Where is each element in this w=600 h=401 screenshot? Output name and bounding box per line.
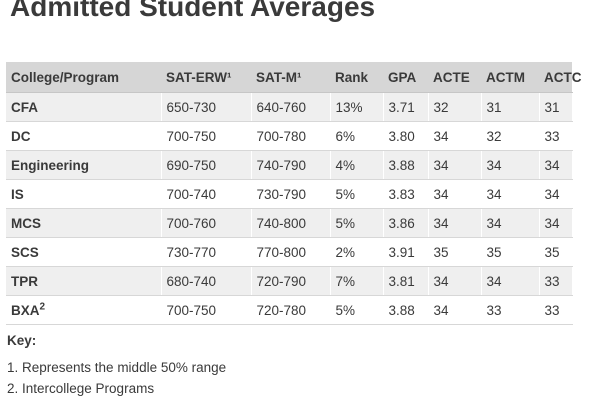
actc-cell: 34 bbox=[539, 179, 573, 209]
rank-cell: 13% bbox=[330, 92, 384, 122]
admitted-averages-table: College/Program SAT-ERW¹ SAT-M¹ Rank GPA… bbox=[6, 62, 582, 325]
actc-cell: 33 bbox=[539, 121, 573, 151]
table-row: BXA2 700-750 720-780 5% 3.88 34 33 33 bbox=[6, 295, 573, 325]
gpa-cell: 3.81 bbox=[383, 266, 429, 296]
table-row: SCS 730-770 770-800 2% 3.91 35 35 35 bbox=[6, 237, 573, 267]
sat-m-cell: 720-790 bbox=[251, 266, 331, 296]
column-header: ACTC bbox=[539, 62, 582, 93]
table-row: IS 700-740 730-790 5% 3.83 34 34 34 bbox=[6, 179, 573, 209]
sat-m-cell: 640-760 bbox=[251, 92, 331, 122]
actm-cell: 34 bbox=[481, 266, 540, 296]
acte-cell: 35 bbox=[428, 237, 482, 267]
rank-cell: 5% bbox=[330, 179, 384, 209]
page-title: Admitted Student Averages bbox=[10, 0, 376, 22]
key-title: Key: bbox=[7, 333, 37, 348]
acte-cell: 32 bbox=[428, 92, 482, 122]
actm-cell: 35 bbox=[481, 237, 540, 267]
sat-erw-cell: 700-740 bbox=[161, 179, 252, 209]
actm-cell: 31 bbox=[481, 92, 540, 122]
acte-cell: 34 bbox=[428, 179, 482, 209]
table-row: MCS 700-760 740-800 5% 3.86 34 34 34 bbox=[6, 208, 573, 238]
acte-cell: 34 bbox=[428, 208, 482, 238]
column-header: SAT-M¹ bbox=[251, 62, 330, 93]
program-name: DC bbox=[11, 128, 31, 144]
program-cell: IS bbox=[6, 179, 162, 209]
table-row: CFA 650-730 640-760 13% 3.71 32 31 31 bbox=[6, 92, 573, 122]
sat-m-cell: 740-800 bbox=[251, 208, 331, 238]
program-name: CFA bbox=[11, 99, 38, 115]
sat-m-cell: 730-790 bbox=[251, 179, 331, 209]
column-header: College/Program bbox=[6, 62, 161, 93]
actc-cell: 33 bbox=[539, 295, 573, 325]
sat-erw-cell: 730-770 bbox=[161, 237, 252, 267]
sat-m-cell: 740-790 bbox=[251, 150, 331, 180]
acte-cell: 34 bbox=[428, 121, 482, 151]
gpa-cell: 3.71 bbox=[383, 92, 429, 122]
sat-erw-cell: 650-730 bbox=[161, 92, 252, 122]
acte-cell: 34 bbox=[428, 150, 482, 180]
program-name: SCS bbox=[11, 244, 39, 260]
actc-cell: 34 bbox=[539, 208, 573, 238]
program-cell: MCS bbox=[6, 208, 162, 238]
actc-cell: 35 bbox=[539, 237, 573, 267]
gpa-cell: 3.86 bbox=[383, 208, 429, 238]
program-cell: CFA bbox=[6, 92, 162, 122]
gpa-cell: 3.80 bbox=[383, 121, 429, 151]
program-cell: TPR bbox=[6, 266, 162, 296]
actm-cell: 34 bbox=[481, 150, 540, 180]
program-name: Engineering bbox=[11, 157, 90, 173]
sat-m-cell: 770-800 bbox=[251, 237, 331, 267]
program-cell: Engineering bbox=[6, 150, 162, 180]
actc-cell: 34 bbox=[539, 150, 573, 180]
sat-erw-cell: 700-760 bbox=[161, 208, 252, 238]
rank-cell: 7% bbox=[330, 266, 384, 296]
gpa-cell: 3.91 bbox=[383, 237, 429, 267]
rank-cell: 2% bbox=[330, 237, 384, 267]
program-cell: DC bbox=[6, 121, 162, 151]
rank-cell: 5% bbox=[330, 208, 384, 238]
column-header: ACTE bbox=[428, 62, 481, 93]
program-cell: SCS bbox=[6, 237, 162, 267]
program-name: IS bbox=[11, 186, 24, 202]
column-header: SAT-ERW¹ bbox=[161, 62, 251, 93]
table-header-row: College/Program SAT-ERW¹ SAT-M¹ Rank GPA… bbox=[6, 62, 582, 93]
actm-cell: 34 bbox=[481, 179, 540, 209]
rank-cell: 4% bbox=[330, 150, 384, 180]
sat-erw-cell: 680-740 bbox=[161, 266, 252, 296]
column-header: Rank bbox=[330, 62, 383, 93]
gpa-cell: 3.88 bbox=[383, 295, 429, 325]
table-row: TPR 680-740 720-790 7% 3.81 34 34 33 bbox=[6, 266, 573, 296]
program-name: TPR bbox=[11, 273, 38, 289]
sat-m-cell: 700-780 bbox=[251, 121, 331, 151]
program-name: BXA bbox=[11, 302, 40, 318]
actc-cell: 31 bbox=[539, 92, 573, 122]
actm-cell: 34 bbox=[481, 208, 540, 238]
program-cell: BXA2 bbox=[6, 295, 162, 325]
program-name: MCS bbox=[11, 215, 41, 231]
acte-cell: 34 bbox=[428, 266, 482, 296]
table-row: Engineering 690-750 740-790 4% 3.88 34 3… bbox=[6, 150, 573, 180]
key-item: 2. Intercollege Programs bbox=[7, 381, 155, 396]
sat-erw-cell: 700-750 bbox=[161, 295, 252, 325]
sat-erw-cell: 690-750 bbox=[161, 150, 252, 180]
rank-cell: 5% bbox=[330, 295, 384, 325]
key-section: Key: 1. Represents the middle 50% range … bbox=[7, 331, 587, 401]
sat-m-cell: 720-780 bbox=[251, 295, 331, 325]
program-footnote: 2 bbox=[39, 301, 46, 312]
actc-cell: 33 bbox=[539, 266, 573, 296]
actm-cell: 32 bbox=[481, 121, 540, 151]
column-header: ACTM bbox=[481, 62, 539, 93]
gpa-cell: 3.83 bbox=[383, 179, 429, 209]
column-header: GPA bbox=[383, 62, 428, 93]
key-item: 1. Represents the middle 50% range bbox=[7, 360, 227, 375]
rank-cell: 6% bbox=[330, 121, 384, 151]
gpa-cell: 3.88 bbox=[383, 150, 429, 180]
table-row: DC 700-750 700-780 6% 3.80 34 32 33 bbox=[6, 121, 573, 151]
acte-cell: 34 bbox=[428, 295, 482, 325]
sat-erw-cell: 700-750 bbox=[161, 121, 252, 151]
actm-cell: 33 bbox=[481, 295, 540, 325]
